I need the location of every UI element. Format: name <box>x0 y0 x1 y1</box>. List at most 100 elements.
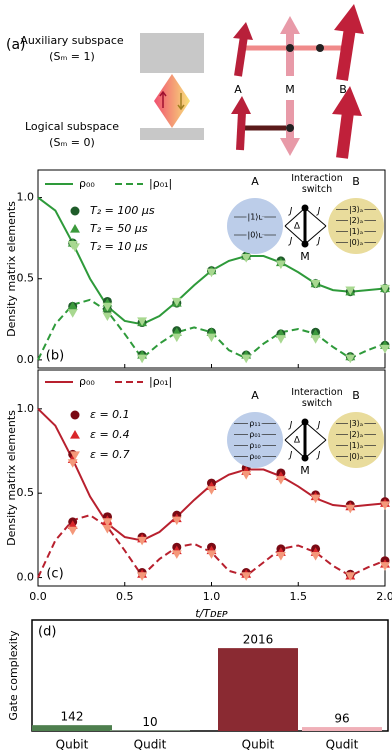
legend-label: ε = 0.1 <box>90 408 130 421</box>
marker <box>275 335 286 344</box>
marker <box>380 562 390 571</box>
value-label: 142 <box>61 710 84 724</box>
gap-label: Δ <box>294 436 301 446</box>
marker <box>275 260 286 270</box>
site-label: M <box>300 250 310 263</box>
switch-text: Interaction switch <box>291 387 343 409</box>
y-tick-label: 1.0 <box>17 402 35 415</box>
bar <box>32 725 112 731</box>
switch-text: Interaction switch <box>291 173 343 195</box>
spin <box>334 4 364 34</box>
marker <box>345 354 356 364</box>
panel-label: (c) <box>46 567 63 582</box>
subspace-spin: (Sₘ = 0) <box>49 136 95 149</box>
marker <box>67 526 78 536</box>
bar <box>218 648 298 731</box>
value-label: 10 <box>142 715 157 729</box>
level-label: |1⟩ₐ <box>349 227 363 236</box>
legend-label: ε = 0.4 <box>90 428 130 441</box>
coupling-label: J <box>288 451 293 461</box>
marker <box>67 309 78 318</box>
legend-label: T₂ = 10 μs <box>90 240 148 253</box>
marker <box>275 552 286 561</box>
spin <box>332 86 362 116</box>
marker <box>171 297 182 307</box>
x-tick-label: Qubit <box>242 738 275 752</box>
y-tick-label: 0.5 <box>17 272 35 285</box>
level-block <box>140 128 204 140</box>
x-tick-label: 0.0 <box>29 590 47 603</box>
y-tick-label: 0.0 <box>17 571 35 584</box>
arrow <box>177 104 185 111</box>
level-label: ρ₁₀ <box>249 441 261 450</box>
panel-label: (a) <box>6 37 26 53</box>
marker <box>310 280 321 289</box>
level-label: |2⟩ₐ <box>349 430 363 439</box>
level-label: |0⟩ₐ <box>349 452 363 461</box>
switch-label: Interaction switch <box>291 387 343 409</box>
value-label: 2016 <box>243 633 274 647</box>
marker <box>241 254 252 263</box>
legend-marker <box>70 243 80 252</box>
legend-marker <box>70 206 80 216</box>
marker <box>241 354 252 364</box>
site <box>316 44 324 52</box>
level-label: ρ₁₁ <box>249 419 261 428</box>
site-label: A <box>251 175 259 188</box>
marker <box>380 284 390 294</box>
site-label: B <box>339 83 347 96</box>
legend-label: |ρ₀₁| <box>149 177 172 190</box>
site <box>301 240 309 248</box>
x-tick-label: Qudit <box>134 738 167 752</box>
site <box>286 124 294 132</box>
marker <box>171 550 182 559</box>
legend-label: ε = 0.7 <box>90 448 130 461</box>
site-label: M <box>300 464 310 477</box>
subspace-label: Auxiliary subspace <box>20 34 124 47</box>
bar <box>302 727 382 731</box>
value-label: 96 <box>334 712 349 726</box>
marker <box>345 286 356 296</box>
y-axis-label: Density matrix elements <box>5 201 18 337</box>
transition <box>154 74 190 128</box>
site-label: A <box>251 389 259 402</box>
marker <box>310 552 321 561</box>
marker <box>345 572 356 581</box>
coupling-label: J <box>288 237 293 247</box>
coupling <box>304 207 327 227</box>
level-label: ρ₀₁ <box>249 430 261 439</box>
coupling-label: J <box>316 237 321 247</box>
coupling <box>284 225 306 245</box>
marker <box>380 344 390 354</box>
site <box>301 418 309 426</box>
y-axis-label: Density matrix elements <box>5 410 18 546</box>
marker <box>241 572 252 581</box>
qudit-b <box>328 198 384 254</box>
legend-marker <box>70 224 80 233</box>
x-tick-label: Qudit <box>326 738 359 752</box>
marker <box>102 302 113 312</box>
spin <box>336 111 354 159</box>
site-label: A <box>234 83 242 96</box>
legend-label: ρ₀₀ <box>79 375 95 388</box>
arrow <box>159 90 167 97</box>
spin <box>234 35 248 77</box>
legend-label: T₂ = 50 μs <box>90 222 148 235</box>
marker <box>102 525 113 534</box>
coupling-label: J <box>316 451 321 461</box>
coupling-label: J <box>316 207 321 217</box>
subspace-label: Logical subspace <box>25 120 119 133</box>
coupling <box>304 421 327 441</box>
spin <box>233 22 253 40</box>
y-tick-label: 1.0 <box>17 191 35 204</box>
y-axis-label: Gate complexity <box>7 630 20 721</box>
coupling <box>304 225 327 245</box>
y-tick-label: 0.0 <box>17 353 35 366</box>
level-label: |3⟩ₐ <box>349 205 363 214</box>
x-axis-label: t/Tᴅᴇᴘ <box>195 607 228 620</box>
legend-label: ρ₀₀ <box>79 177 95 190</box>
coupling <box>284 421 306 441</box>
marker <box>380 501 390 510</box>
marker <box>275 476 286 485</box>
